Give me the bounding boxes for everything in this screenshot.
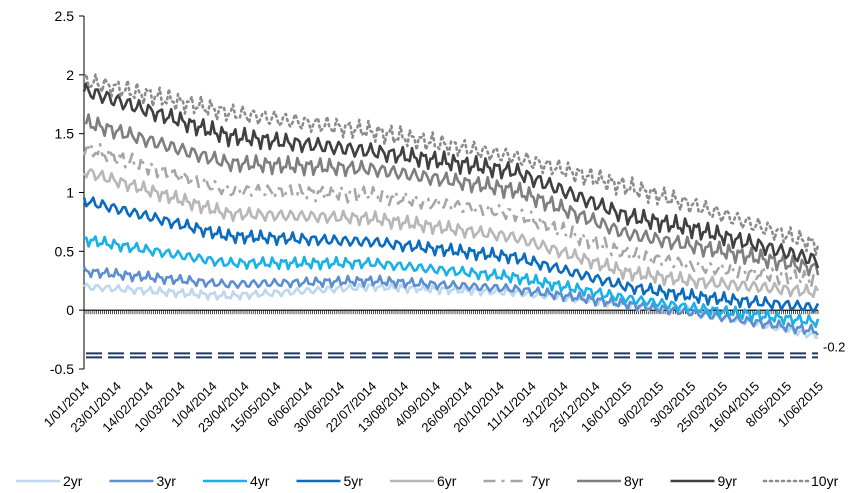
- series-line-7yr: [82, 141, 819, 289]
- legend-label-10yr: 10yr: [811, 473, 839, 489]
- y-tick-label: 1.5: [55, 126, 75, 142]
- y-tick-label: 1: [66, 185, 74, 201]
- reference-line-label: -0.2: [823, 339, 845, 354]
- legend-label-6yr: 6yr: [437, 473, 457, 489]
- y-tick-label: 0: [66, 302, 74, 318]
- y-tick-label: 2: [66, 67, 74, 83]
- legend: 2yr 3yr 4yr 5yr 6yr 7yr 8yr 9yr 10yr: [16, 473, 839, 489]
- legend-label-4yr: 4yr: [250, 473, 270, 489]
- legend-label-5yr: 5yr: [344, 473, 364, 489]
- series-line-10yr: [82, 73, 820, 256]
- legend-label-7yr: 7yr: [531, 473, 551, 489]
- series-line-9yr: [82, 82, 820, 269]
- y-tick-label: -0.5: [50, 361, 74, 377]
- y-tick-label: 0.5: [55, 243, 75, 259]
- series-line-8yr: [84, 113, 820, 277]
- series-line-5yr: [82, 196, 820, 313]
- series-line-6yr: [82, 168, 820, 299]
- series-layer: [82, 73, 820, 340]
- y-axis: -0.5 0 0.5 1 1.5 2 2.5: [50, 8, 85, 377]
- legend-label-3yr: 3yr: [157, 473, 177, 489]
- legend-label-2yr: 2yr: [63, 473, 83, 489]
- legend-label-9yr: 9yr: [718, 473, 738, 489]
- x-axis: 1/01/201423/01/201414/02/201410/03/20141…: [41, 309, 826, 435]
- legend-label-8yr: 8yr: [624, 473, 644, 489]
- reference-line: -0.2: [86, 339, 845, 359]
- y-tick-label: 2.5: [55, 8, 75, 24]
- series-line-4yr: [83, 235, 820, 328]
